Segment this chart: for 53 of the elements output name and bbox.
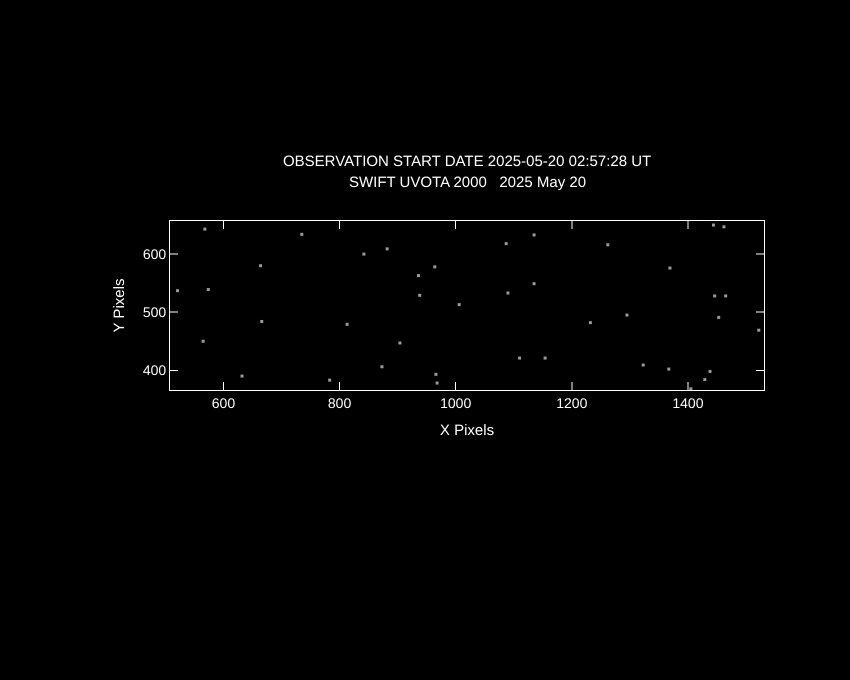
point — [433, 265, 436, 268]
point — [703, 378, 706, 382]
point — [240, 374, 244, 378]
point — [202, 340, 205, 343]
y-tick-label: 500 — [142, 304, 166, 320]
point — [642, 364, 645, 367]
y-axis-title: Y Pixels — [111, 278, 128, 332]
y-tick-label: 600 — [142, 246, 166, 262]
chart-subtitle: SWIFT UVOTA 2000 2025 May 20 — [349, 174, 586, 191]
point — [436, 382, 439, 385]
point — [362, 252, 366, 256]
point — [606, 243, 610, 246]
point — [434, 372, 438, 376]
point — [588, 321, 592, 324]
point — [203, 228, 206, 231]
point — [532, 282, 536, 286]
x-tick-label: 600 — [212, 394, 236, 411]
point — [380, 365, 384, 368]
point — [504, 242, 508, 246]
point — [724, 294, 728, 298]
x-tick-label: 800 — [328, 394, 352, 411]
point — [418, 294, 422, 297]
x-tick-label: 1200 — [556, 394, 588, 411]
point — [206, 288, 210, 292]
point — [260, 320, 264, 323]
point — [717, 316, 720, 319]
point — [712, 224, 715, 227]
point — [722, 225, 726, 228]
point — [328, 378, 332, 382]
point — [518, 356, 522, 360]
point — [346, 322, 349, 326]
point — [398, 341, 402, 344]
point — [458, 303, 461, 306]
chart-title: OBSERVATION START DATE 2025-05-20 02:57:28 UT — [283, 153, 652, 170]
point — [544, 356, 547, 360]
y-tick-label: 400 — [142, 362, 166, 378]
point — [386, 247, 389, 250]
x-tick-label: 1000 — [440, 394, 472, 411]
point — [625, 314, 628, 317]
point — [417, 274, 420, 278]
point — [300, 232, 304, 236]
point — [713, 294, 716, 298]
point — [506, 292, 510, 295]
x-axis-title: X Pixels — [440, 422, 494, 439]
point — [689, 387, 692, 390]
point — [667, 368, 670, 371]
point — [176, 289, 180, 292]
x-tick-label: 1400 — [672, 394, 704, 411]
point — [757, 328, 760, 332]
point — [708, 370, 712, 373]
point — [668, 266, 672, 270]
point — [532, 233, 536, 236]
point — [259, 264, 262, 268]
